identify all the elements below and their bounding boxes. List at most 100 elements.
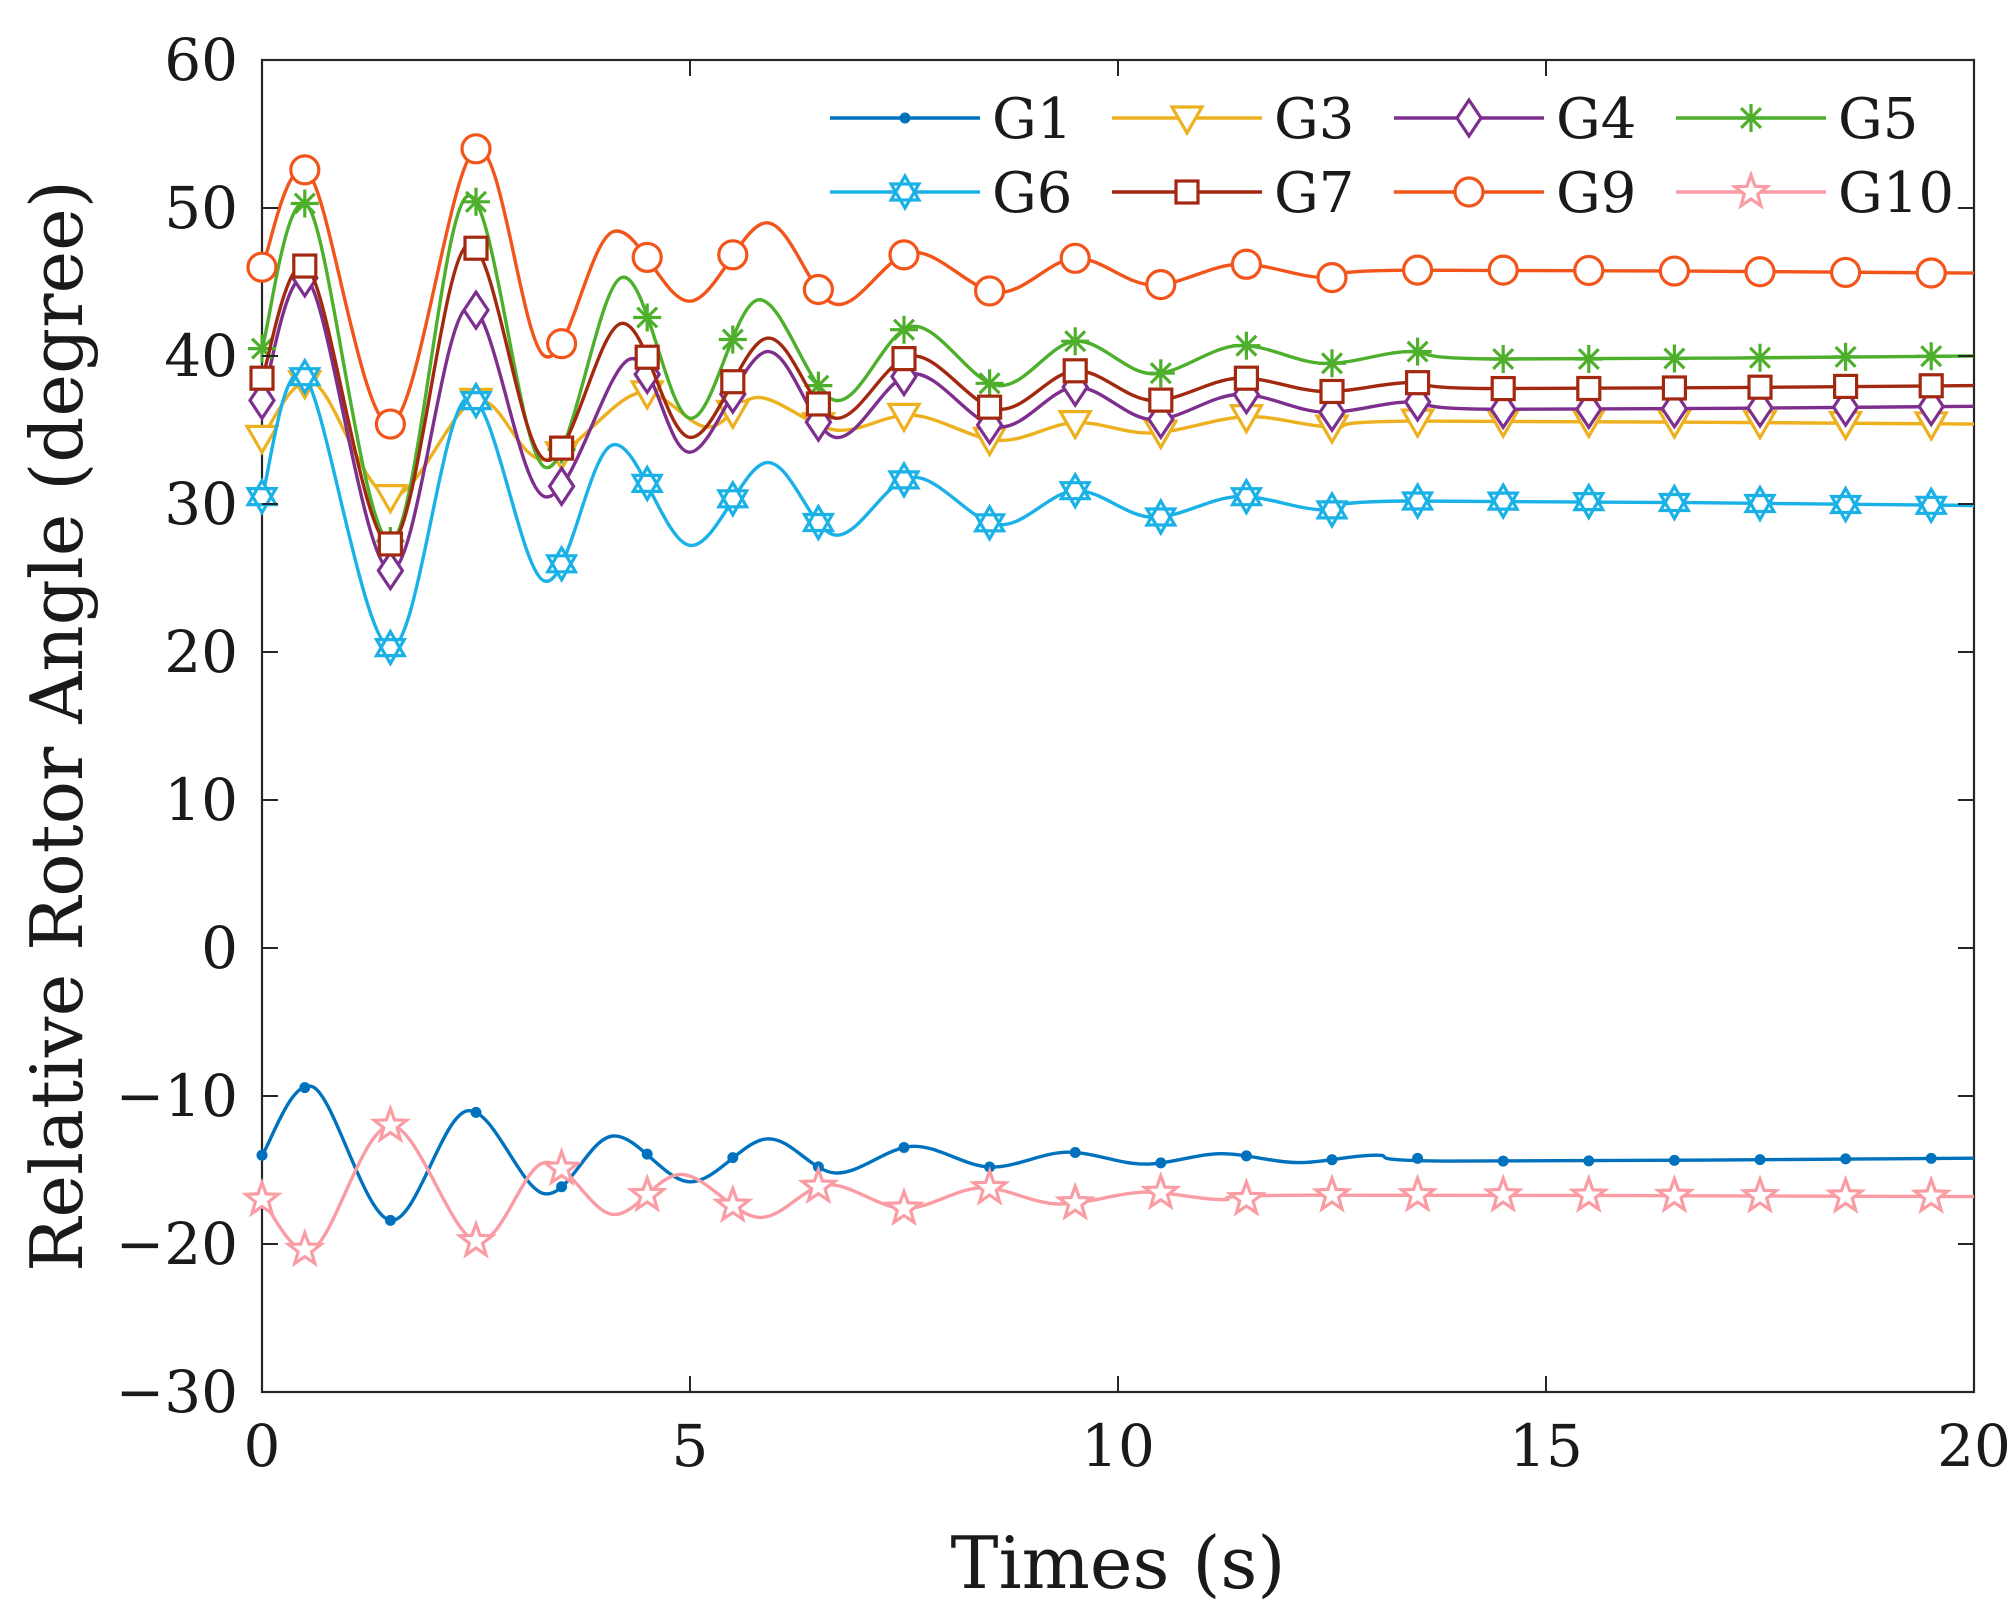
data-point-g6	[1743, 484, 1777, 523]
data-point-g1	[256, 1149, 268, 1161]
data-point-g1	[641, 1148, 653, 1160]
series-g7	[249, 235, 1975, 557]
data-point-g10	[455, 1219, 497, 1259]
y-tick-label: 50	[164, 174, 238, 242]
legend-entry-g3: G3	[1112, 87, 1354, 152]
data-point-g6	[972, 503, 1007, 542]
legend: G1 G3 G4 G5 G6 G7 G9 G10	[830, 87, 1954, 226]
data-point-g4	[248, 379, 276, 422]
data-point-g10	[1910, 1174, 1952, 1215]
series-g6	[245, 357, 1975, 667]
data-point-g5	[890, 315, 918, 344]
data-point-g5	[804, 371, 833, 400]
data-point-g5	[1574, 345, 1603, 373]
data-point-g1	[1840, 1153, 1852, 1165]
data-point-g7	[463, 235, 489, 261]
y-tick-label: −20	[116, 1210, 238, 1278]
legend-entry-g9: G9	[1394, 161, 1636, 226]
data-point-g1	[1497, 1155, 1509, 1167]
series-g1	[256, 1082, 1975, 1226]
series-line-g5	[260, 194, 1975, 543]
series-line-g7	[260, 243, 1975, 546]
data-point-g5	[975, 369, 1004, 398]
data-point-g1	[470, 1106, 482, 1118]
data-point-g7	[1832, 373, 1859, 400]
y-tick-label: 20	[164, 618, 238, 686]
data-point-g9	[1573, 254, 1605, 287]
data-point-g7	[249, 365, 275, 391]
data-point-g9	[246, 251, 278, 283]
data-point-g1	[299, 1082, 311, 1094]
data-point-g6	[288, 357, 322, 396]
data-point-g4	[547, 465, 576, 508]
data-point-g9	[1915, 257, 1947, 289]
x-axis: 0 5 10 15 20	[244, 60, 2011, 1480]
legend-label: G5	[1838, 87, 1918, 152]
legend-marker	[1455, 97, 1483, 139]
legend-entry-g4: G4	[1394, 87, 1636, 152]
y-tick-label: 60	[164, 26, 238, 94]
legend-label: G9	[1556, 161, 1636, 226]
legend-marker	[1737, 104, 1765, 132]
data-point-g10	[1653, 1173, 1696, 1214]
y-tick-label: 10	[164, 766, 238, 834]
data-point-g1	[1754, 1154, 1766, 1166]
legend-label: G4	[1556, 87, 1636, 152]
data-point-g4	[1917, 385, 1946, 428]
data-point-g4	[1831, 386, 1860, 429]
x-tick-label: 0	[244, 1412, 281, 1480]
legend-marker	[899, 112, 911, 124]
data-point-g7	[976, 394, 1003, 420]
x-axis-label: Times (s)	[951, 1521, 1286, 1605]
data-point-g6	[1229, 477, 1264, 516]
data-point-g9	[1316, 262, 1348, 294]
data-point-g9	[1744, 256, 1776, 288]
data-point-g1	[898, 1142, 910, 1154]
data-point-g1	[384, 1214, 396, 1226]
legend-marker	[1169, 105, 1205, 137]
data-point-g5	[1061, 327, 1090, 356]
legend-entry-g5: G5	[1676, 87, 1918, 152]
data-point-g10	[284, 1228, 326, 1268]
data-point-g5	[290, 189, 319, 218]
data-point-g10	[712, 1183, 754, 1224]
data-point-g5	[1660, 344, 1689, 373]
data-point-g1	[1240, 1150, 1252, 1162]
data-point-g10	[1225, 1177, 1268, 1217]
data-point-g9	[1230, 248, 1263, 280]
data-point-g5	[718, 325, 747, 354]
data-point-g9	[545, 328, 578, 360]
y-tick-label: 40	[164, 322, 238, 390]
y-tick-label: −10	[116, 1062, 238, 1130]
data-point-g10	[540, 1146, 583, 1187]
data-point-g1	[1583, 1155, 1595, 1167]
data-point-g6	[1486, 481, 1520, 521]
data-point-g7	[1319, 378, 1345, 405]
data-point-g7	[377, 531, 403, 557]
legend-label: G1	[992, 87, 1072, 152]
legend-marker	[1730, 170, 1772, 210]
data-point-g5	[1917, 342, 1946, 371]
y-tick-label: 0	[201, 914, 238, 982]
data-point-g6	[887, 460, 921, 500]
data-point-g10	[241, 1177, 283, 1218]
data-point-g4	[462, 289, 490, 332]
data-point-g5	[1489, 345, 1518, 373]
data-point-g9	[1059, 242, 1091, 274]
data-point-g7	[891, 346, 917, 372]
data-point-g1	[1668, 1154, 1680, 1166]
data-point-g5	[1831, 342, 1860, 371]
x-tick-label: 15	[1509, 1412, 1583, 1480]
data-point-g6	[801, 503, 836, 542]
data-point-g9	[888, 239, 920, 271]
data-point-g5	[1403, 337, 1432, 366]
data-point-g7	[634, 344, 660, 370]
y-axis: −30 −20 −10 0 10 20 30 40 50 60	[116, 26, 1974, 1426]
y-axis-label: Relative Rotor Angle (degree)	[15, 180, 99, 1272]
legend-label: G3	[1274, 87, 1354, 152]
data-point-g7	[1062, 358, 1088, 384]
data-point-g10	[369, 1103, 412, 1144]
data-point-g7	[1747, 374, 1773, 400]
data-point-g4	[1746, 387, 1774, 429]
